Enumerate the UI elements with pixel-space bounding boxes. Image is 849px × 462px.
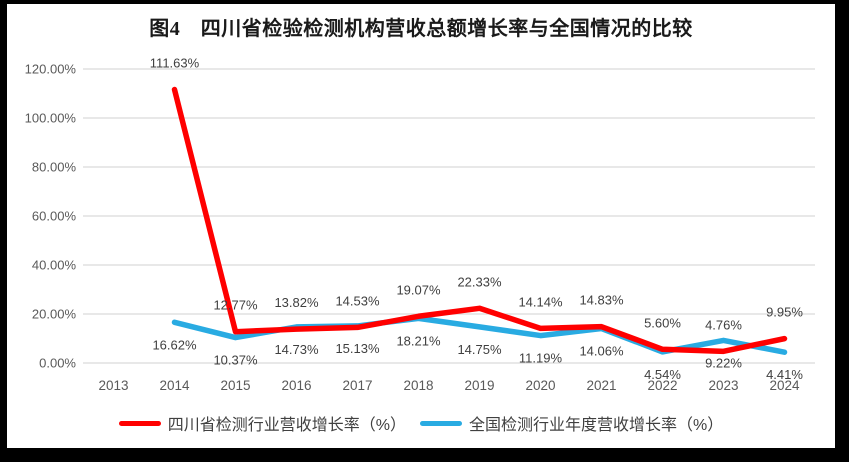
legend-label-sichuan: 四川省检测行业营收增长率（%） (167, 417, 406, 434)
x-axis-label-2013: 2013 (98, 378, 128, 393)
data-label-sichuan-2024: 9.95% (766, 305, 803, 320)
x-axis-label-2020: 2020 (525, 378, 555, 393)
data-label-national-2023: 9.22% (705, 355, 742, 370)
x-axis-label-2015: 2015 (220, 378, 250, 393)
data-label-sichuan-2017: 14.53% (335, 293, 380, 308)
y-axis-label-20: 20.00% (32, 307, 77, 322)
y-axis-label-60: 60.00% (32, 209, 77, 224)
data-label-sichuan-2023: 4.76% (705, 317, 742, 332)
data-label-national-2015: 10.37% (213, 353, 258, 368)
figure-background (7, 4, 835, 448)
x-axis-label-2024: 2024 (769, 378, 800, 393)
data-label-national-2018: 18.21% (396, 333, 441, 348)
data-label-sichuan-2015: 12.77% (213, 298, 258, 313)
chart-title: 图4 四川省检验检测机构营收总额增长率与全国情况的比较 (149, 18, 693, 40)
y-axis-label-0: 0.00% (39, 356, 76, 371)
data-label-sichuan-2018: 19.07% (396, 282, 441, 297)
data-label-national-2020: 11.19% (519, 351, 563, 366)
data-label-sichuan-2020: 14.14% (518, 294, 563, 309)
data-label-sichuan-2014: 111.63% (150, 56, 200, 71)
data-label-sichuan-2016: 13.82% (274, 295, 319, 310)
data-label-sichuan-2022: 5.60% (644, 315, 681, 330)
data-label-national-2017: 15.13% (335, 341, 380, 356)
chart-legend: 四川省检测行业营收增长率（%） 全国检测行业年度营收增长率（%） (7, 411, 835, 435)
data-label-national-2016: 14.73% (274, 342, 319, 357)
y-axis-label-100: 100.00% (25, 111, 77, 126)
legend-line-swatch-national (420, 420, 462, 426)
legend-item-national: 全国检测行业年度营收增长率（%） (420, 411, 723, 435)
data-label-national-2014: 16.62% (152, 337, 197, 352)
legend-line-swatch-sichuan (118, 420, 161, 426)
y-axis-label-120: 120.00% (25, 62, 77, 77)
legend-item-sichuan: 四川省检测行业营收增长率（%） (118, 411, 406, 435)
x-axis-label-2021: 2021 (586, 378, 616, 393)
y-axis-label-40: 40.00% (32, 258, 77, 273)
x-axis-label-2014: 2014 (159, 378, 190, 393)
x-axis-label-2023: 2023 (708, 378, 738, 393)
data-label-national-2019: 14.75% (457, 342, 502, 357)
y-axis-label-80: 80.00% (32, 160, 77, 175)
data-label-sichuan-2019: 22.33% (457, 274, 502, 289)
x-axis-label-2017: 2017 (342, 378, 372, 393)
x-axis-label-2019: 2019 (464, 378, 494, 393)
data-label-national-2022: 4.54% (644, 367, 681, 382)
legend-label-national: 全国检测行业年度营收增长率（%） (469, 417, 724, 434)
data-label-national-2021: 14.06% (579, 344, 624, 359)
data-label-national-2024: 4.41% (766, 367, 803, 382)
x-axis-label-2016: 2016 (281, 378, 311, 393)
data-label-sichuan-2021: 14.83% (579, 293, 624, 308)
series-line-sichuan (171, 86, 788, 355)
x-axis-label-2022: 2022 (647, 378, 677, 393)
x-axis-label-2018: 2018 (403, 378, 433, 393)
